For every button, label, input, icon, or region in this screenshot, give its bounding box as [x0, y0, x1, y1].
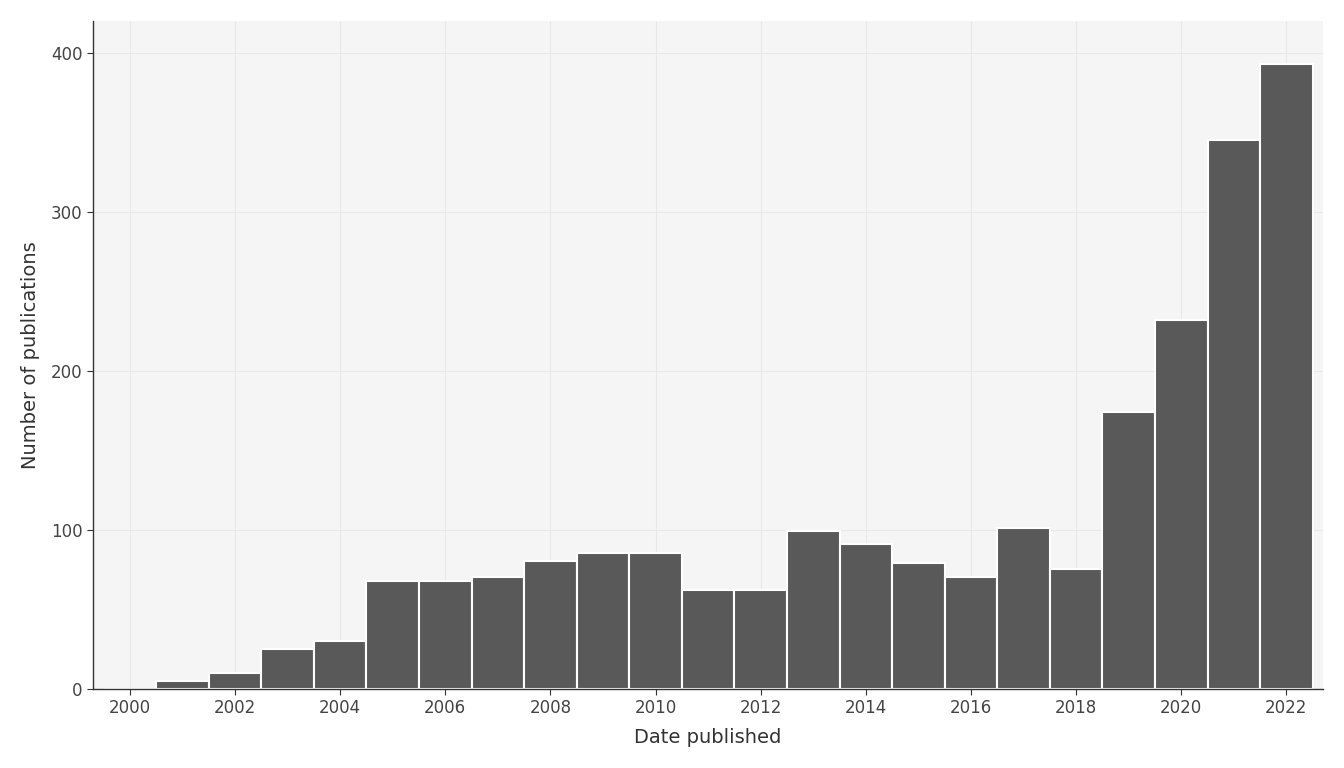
Bar: [156, 680, 208, 689]
Bar: [681, 590, 734, 689]
Bar: [997, 528, 1050, 689]
Bar: [1050, 569, 1102, 689]
Bar: [788, 531, 840, 689]
Bar: [313, 641, 367, 689]
Bar: [892, 563, 945, 689]
Bar: [208, 673, 261, 689]
Bar: [629, 554, 681, 689]
X-axis label: Date published: Date published: [634, 728, 782, 747]
Bar: [419, 581, 472, 689]
Bar: [1102, 412, 1154, 689]
Bar: [1207, 140, 1261, 689]
Bar: [367, 581, 419, 689]
Bar: [472, 578, 524, 689]
Y-axis label: Number of publications: Number of publications: [22, 241, 40, 468]
Bar: [945, 578, 997, 689]
Bar: [840, 544, 892, 689]
Bar: [524, 561, 577, 689]
Bar: [1154, 319, 1207, 689]
Bar: [261, 649, 313, 689]
Bar: [577, 554, 629, 689]
Bar: [1261, 64, 1313, 689]
Bar: [734, 590, 788, 689]
